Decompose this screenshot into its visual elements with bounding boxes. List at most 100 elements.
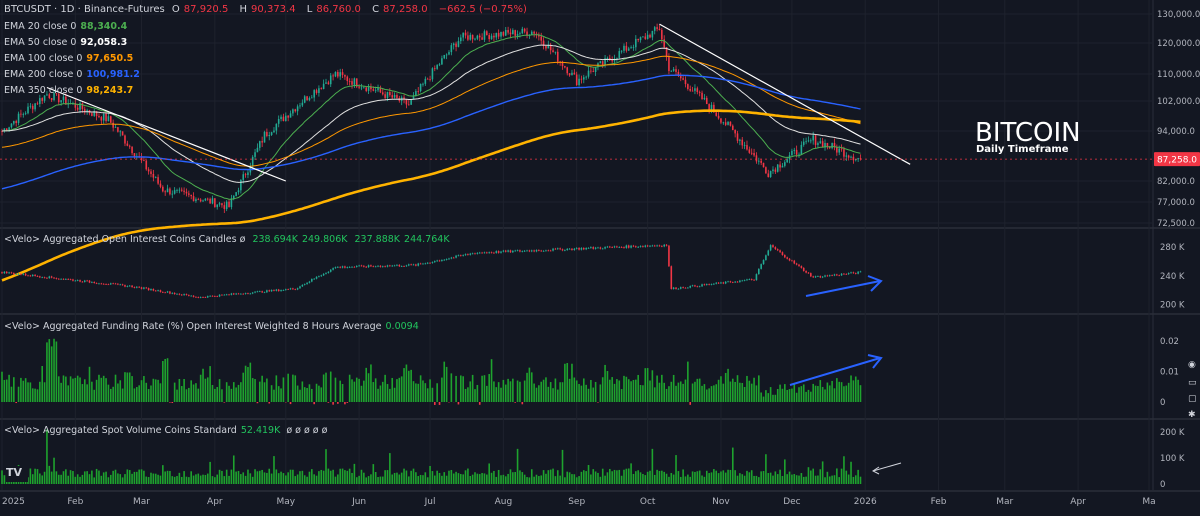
oi-body [488,252,490,253]
candle-body [694,88,696,91]
oi-body [323,274,325,275]
spot-volume-bar [555,476,557,484]
spot-volume-bar [190,471,192,484]
oi-body [1,272,3,273]
oi-candle [668,245,670,267]
candle-body [566,67,568,73]
oi-body [493,253,495,254]
oi-body [749,279,751,280]
funding-bar [297,386,299,402]
spot-volume-bar [138,470,140,484]
funding-bar [585,385,587,402]
candle-body [330,75,332,84]
oi-body [195,297,197,298]
oi-body [86,281,88,282]
oi-pane-title[interactable]: <Velo> Aggregated Open Interest Coins Ca… [4,234,450,245]
spot-volume-bar [432,471,434,484]
funding-bar [644,368,646,402]
funding-bar [462,376,464,402]
spot-volume-bar [245,476,247,484]
spot-volume-bar [609,469,611,484]
oi-body [335,267,337,268]
funding-bar [678,383,680,402]
spot-volume-bar [569,472,571,484]
funding-bar [723,384,725,402]
spot-volume-bar [607,472,609,484]
time-tick-label: Mar [133,497,150,507]
funding-bar [467,387,469,402]
funding-bar [4,380,6,402]
funding-bar [488,374,490,402]
tradingview-logo-icon[interactable]: TV [6,466,28,482]
spot-volume-bar [79,477,81,484]
funding-bar [117,383,119,402]
candle-body [772,170,774,172]
candle-body [633,47,635,48]
candle-body [711,105,713,110]
spot-volume-bar [495,477,497,484]
candle-body [164,191,166,192]
candle-body [765,167,767,173]
candle-body [18,114,20,123]
candle-body [214,198,216,207]
candle-body [197,199,199,200]
spot-volume-bar [318,471,320,484]
oi-body [550,251,552,252]
oi-body [522,251,524,252]
funding-bar [216,387,218,402]
oi-body [697,286,699,287]
spot-volume-bar [209,462,211,484]
funding-bar [313,402,315,404]
candle-body [238,190,240,192]
funding-bar [280,388,282,402]
settings-gear-icon[interactable]: ✱ [1188,410,1200,420]
fullscreen-icon[interactable]: ▭ [1188,378,1200,388]
oi-body [498,251,500,253]
funding-bar [169,402,171,403]
symbol-label[interactable]: BTCUSDT · 1D · Binance-Futures [4,4,165,15]
oi-body [784,255,786,257]
oi-body [713,284,715,285]
spot-volume-bar [647,472,649,484]
candle-body [434,68,436,69]
candle-body [514,30,516,36]
candle-body [595,67,597,72]
spot-volume-bar [46,429,48,484]
candle-body [155,177,157,178]
spot-volume-bar [160,476,162,484]
oi-body [417,264,419,266]
time-tick-label: Jun [351,497,366,507]
oi-body [675,288,677,289]
funding-bar [119,380,121,402]
candle-body [564,66,566,67]
funding-bar [633,380,635,402]
candle-body [417,91,419,92]
spot-volume-bar [701,475,703,484]
spot-pane-title[interactable]: <Velo> Aggregated Spot Volume Coins Stan… [4,425,327,436]
candle-body [37,103,39,104]
panel-icon[interactable]: ▢ [1188,394,1200,404]
candle-body [441,58,443,64]
funding-bar [749,381,751,402]
oi-body [772,245,774,247]
camera-icon[interactable]: ◉ [1188,360,1200,370]
candle-body [323,84,325,89]
candle-body [576,75,578,86]
candle-body [259,141,261,148]
funding-bar [51,346,53,402]
funding-pane-title[interactable]: <Velo> Aggregated Funding Rate (%) Open … [4,321,419,332]
funding-bar [656,376,658,402]
oi-body [250,294,252,295]
funding-bar [41,366,43,402]
price-candle [763,163,765,168]
spot-volume-bar [715,471,717,484]
spot-volume-bar [692,471,694,484]
spot-volume-bar [96,469,98,484]
funding-bar [536,388,538,402]
spot-volume-bar [368,476,370,484]
